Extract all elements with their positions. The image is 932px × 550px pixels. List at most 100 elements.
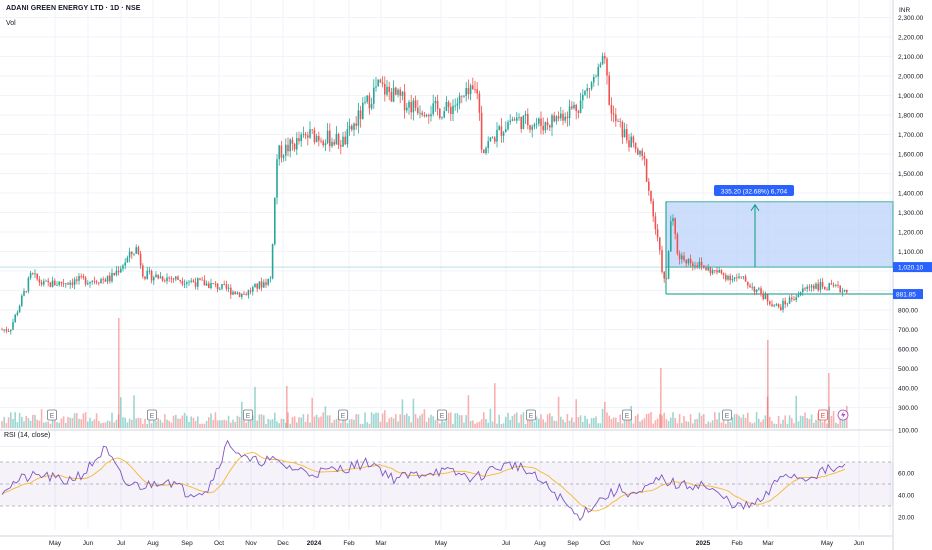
candle-body [234, 291, 236, 295]
candle-body [291, 139, 294, 144]
volume-bar [247, 415, 250, 428]
volume-bar [216, 420, 219, 428]
candle-body [793, 299, 795, 301]
volume-bar [751, 423, 753, 428]
volume-bar [689, 414, 692, 428]
candle-body [450, 106, 452, 114]
candle-body [698, 261, 701, 268]
candle-body [190, 280, 192, 282]
candle-body [425, 115, 428, 117]
volume-bar [78, 418, 80, 428]
candle-body [399, 89, 401, 96]
volume-bar [810, 414, 813, 428]
candle-body [133, 253, 135, 255]
volume-bar [49, 423, 52, 428]
time-tick-label: Mar [762, 540, 774, 547]
candle-body [386, 86, 388, 95]
candle-body [304, 134, 307, 136]
candle-body [819, 282, 822, 291]
volume-bar [390, 417, 393, 428]
volume-bar [210, 413, 212, 428]
volume-bar [485, 418, 487, 428]
candle-body [846, 290, 848, 293]
price-axis[interactable]: 2,300.00 2,200.00 2,100.00 2,000.00 1,900.00… [893, 7, 932, 435]
candle-body [725, 275, 727, 280]
time-tick-label: Feb [343, 540, 355, 547]
candle-body [489, 137, 492, 142]
volume-bar [399, 414, 401, 428]
candle-body [502, 132, 505, 136]
candle-body [652, 201, 654, 217]
volume-bar [113, 422, 115, 428]
volume-bar [714, 412, 716, 428]
volume-bar [639, 421, 641, 428]
volume-bar [153, 416, 155, 428]
volume-bar [637, 414, 639, 428]
candle-body [106, 275, 109, 282]
volume-bar [758, 418, 760, 428]
volume-bar [687, 421, 690, 428]
candle-body [137, 247, 140, 254]
candle-body [428, 115, 430, 117]
volume-bar [806, 418, 808, 428]
candle-body [203, 279, 206, 286]
volume-bar [775, 423, 778, 428]
volume-bar [527, 413, 529, 428]
volume-bar [604, 401, 606, 428]
volume-bar [344, 415, 346, 428]
candle-body [496, 129, 498, 142]
candle-body [773, 305, 775, 307]
candle-body [221, 284, 223, 289]
candle-body [326, 130, 329, 144]
candle-body [71, 282, 74, 285]
measure-box[interactable]: 335.20 (32.68%) 6,704 [665, 185, 894, 295]
volume-bar [172, 415, 175, 428]
volume-bar [661, 415, 663, 428]
candle-body [406, 107, 408, 111]
volume-spike [118, 318, 120, 428]
candle-body [454, 105, 456, 107]
candle-body [802, 288, 804, 293]
volume-bar [441, 414, 443, 428]
volume-bar [117, 414, 120, 428]
volume-bar [731, 417, 734, 428]
volume-bar [465, 415, 467, 428]
volume-bar [606, 412, 608, 428]
candle-body [298, 138, 300, 142]
candle-body [511, 119, 514, 121]
volume-bar [619, 414, 621, 428]
time-axis[interactable]: May Jun Jul Aug Sep Oct Nov Dec 2024 Feb Mar May Jul… [49, 540, 865, 547]
candle-body [219, 288, 221, 290]
candle-body [403, 91, 406, 111]
time-tick-label: 2024 [307, 540, 322, 547]
candle-body [595, 76, 597, 78]
candle-body [40, 282, 43, 285]
candle-body [458, 95, 461, 104]
volume-bar [595, 416, 597, 428]
candle-body [157, 274, 159, 279]
volume-bar [144, 418, 146, 428]
volume-bar [351, 418, 353, 428]
candle-body [51, 280, 54, 287]
candle-body [828, 283, 830, 291]
candle-body [285, 144, 287, 156]
volume-bar [744, 417, 747, 428]
candle-body [368, 95, 371, 109]
candle-body [210, 283, 212, 289]
volume-bar [648, 413, 650, 428]
volume-bar [700, 415, 703, 428]
volume-bar [5, 423, 8, 428]
volume-bar [491, 421, 494, 428]
earnings-marker-label: E [821, 413, 826, 420]
volume-bar [265, 423, 267, 428]
volume-bar [663, 412, 665, 428]
volume-bar [359, 423, 362, 428]
rsi-tick-label: 60.00 [898, 471, 915, 478]
volume-bar [793, 423, 795, 428]
candle-body [777, 304, 780, 307]
volume-bar [252, 415, 254, 428]
volume-bar [120, 397, 122, 428]
time-tick-label: Sep [181, 540, 193, 547]
candle-body [815, 283, 817, 289]
